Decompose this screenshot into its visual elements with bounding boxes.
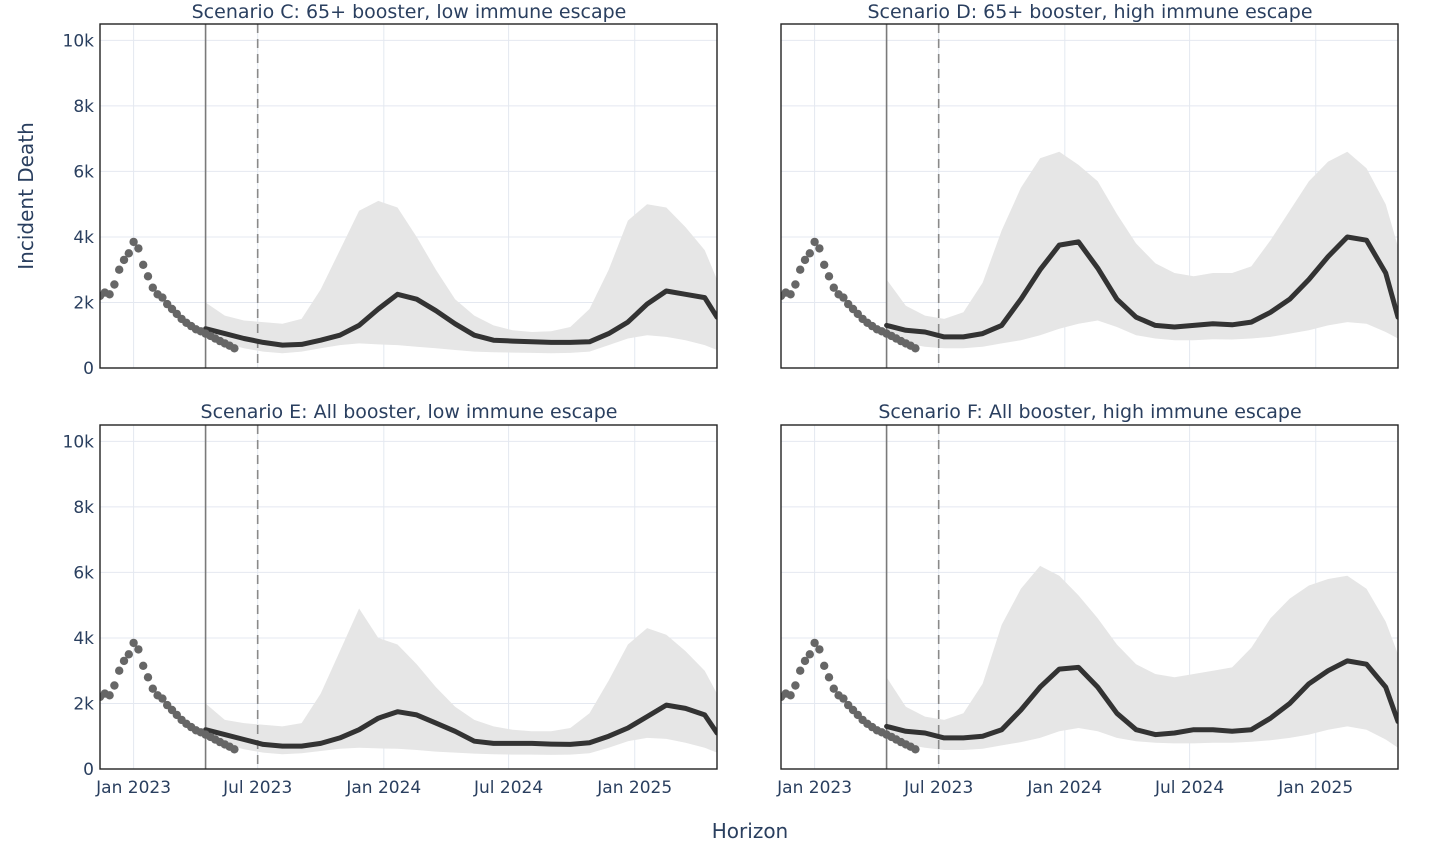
observed-point <box>911 745 920 754</box>
observed-point <box>124 249 133 258</box>
projection-median-line <box>203 288 717 348</box>
panel-frame <box>780 23 1399 369</box>
uncertainty-band <box>205 200 717 354</box>
observed-point <box>134 244 143 253</box>
x-tick-label: Jul 2024 <box>473 778 543 798</box>
y-tick-label: 6k <box>73 563 94 583</box>
observed-point <box>110 681 119 690</box>
observed-point <box>129 638 138 648</box>
observed-point <box>839 694 848 703</box>
y-tick-label: 8k <box>73 498 94 518</box>
projection-median-line <box>884 234 1398 340</box>
x-tick-label: Jul 2024 <box>1154 778 1224 798</box>
observed-point <box>829 283 838 292</box>
y-tick-label: 8k <box>73 97 94 117</box>
panel-title: Scenario D: 65+ booster, high immune esc… <box>867 1 1312 23</box>
y-tick-label: 10k <box>63 432 95 452</box>
y-tick-label: 4k <box>73 228 94 248</box>
panel-scenario-e: Scenario E: All booster, low immune esca… <box>63 401 718 798</box>
y-tick-label: 10k <box>63 31 95 51</box>
observed-point <box>829 684 838 693</box>
observed-point <box>139 661 148 670</box>
observed-point <box>105 691 114 700</box>
observed-point <box>148 283 157 292</box>
observed-point <box>110 280 119 289</box>
panel-scenario-f: Scenario F: All booster, high immune esc… <box>776 401 1399 798</box>
projection-median-line <box>884 658 1398 741</box>
panel-scenario-d: Scenario D: 65+ booster, high immune esc… <box>780 1 1399 369</box>
observed-point <box>796 666 805 675</box>
observed-point <box>820 661 829 670</box>
x-tick-label: Jan 2025 <box>596 778 672 798</box>
observed-point <box>105 290 114 299</box>
x-tick-label: Jan 2025 <box>1277 778 1353 798</box>
observed-point <box>115 265 124 274</box>
y-tick-label: 4k <box>73 629 94 649</box>
x-axis-title: Horizon <box>712 819 788 843</box>
observed-point <box>810 638 819 648</box>
x-tick-label: Jul 2023 <box>903 778 973 798</box>
panel-scenario-c: Scenario C: 65+ booster, low immune esca… <box>63 1 718 379</box>
observed-point <box>115 666 124 675</box>
observed-point <box>820 260 829 269</box>
observed-point <box>791 280 800 289</box>
panel-frame <box>99 23 718 369</box>
observed-point <box>800 656 810 666</box>
y-tick-label: 2k <box>73 694 94 714</box>
plot-area <box>781 425 1398 769</box>
observed-point <box>158 694 167 703</box>
observed-point <box>810 237 819 247</box>
uncertainty-band <box>886 565 1398 750</box>
uncertainty-band <box>205 608 717 755</box>
panel-title: Scenario C: 65+ booster, low immune esca… <box>192 1 627 23</box>
observed-point <box>911 344 920 353</box>
observed-point <box>786 691 795 700</box>
panel-title: Scenario F: All booster, high immune esc… <box>878 401 1301 423</box>
panel-title: Scenario E: All booster, low immune esca… <box>201 401 618 423</box>
observed-point <box>839 293 848 302</box>
observed-point <box>143 673 153 682</box>
observed-point <box>134 645 143 654</box>
x-tick-label: Jul 2023 <box>222 778 292 798</box>
panel-frame <box>780 424 1399 770</box>
observed-point <box>230 745 239 754</box>
projection-median-line <box>203 702 717 749</box>
observed-point <box>230 344 239 353</box>
x-tick-label: Jan 2023 <box>95 778 171 798</box>
observed-point <box>143 272 153 281</box>
observed-point <box>805 650 814 659</box>
y-tick-label: 0 <box>83 760 94 780</box>
observed-point <box>800 255 810 265</box>
x-tick-label: Jan 2023 <box>776 778 852 798</box>
observed-point <box>786 290 795 299</box>
observed-point <box>805 249 814 258</box>
x-tick-label: Jan 2024 <box>1026 778 1102 798</box>
observed-point <box>791 681 800 690</box>
observed-point <box>148 684 157 693</box>
observed-point <box>124 650 133 659</box>
observed-point <box>158 293 167 302</box>
uncertainty-band <box>886 151 1398 349</box>
y-tick-label: 2k <box>73 293 94 313</box>
observed-point <box>119 255 129 265</box>
observed-point <box>796 265 805 274</box>
y-tick-label: 0 <box>83 359 94 379</box>
observed-point <box>824 673 834 682</box>
observed-point <box>815 244 824 253</box>
observed-point <box>129 237 138 247</box>
plot-area <box>100 425 717 769</box>
observed-point <box>815 645 824 654</box>
plot-area <box>100 24 717 368</box>
observed-point <box>824 272 834 281</box>
y-axis-title: Incident Death <box>14 122 38 269</box>
observed-point <box>119 656 129 666</box>
panel-frame <box>99 424 718 770</box>
plot-area <box>781 24 1398 368</box>
x-tick-label: Jan 2024 <box>345 778 421 798</box>
y-tick-label: 6k <box>73 162 94 182</box>
observed-point <box>139 260 148 269</box>
